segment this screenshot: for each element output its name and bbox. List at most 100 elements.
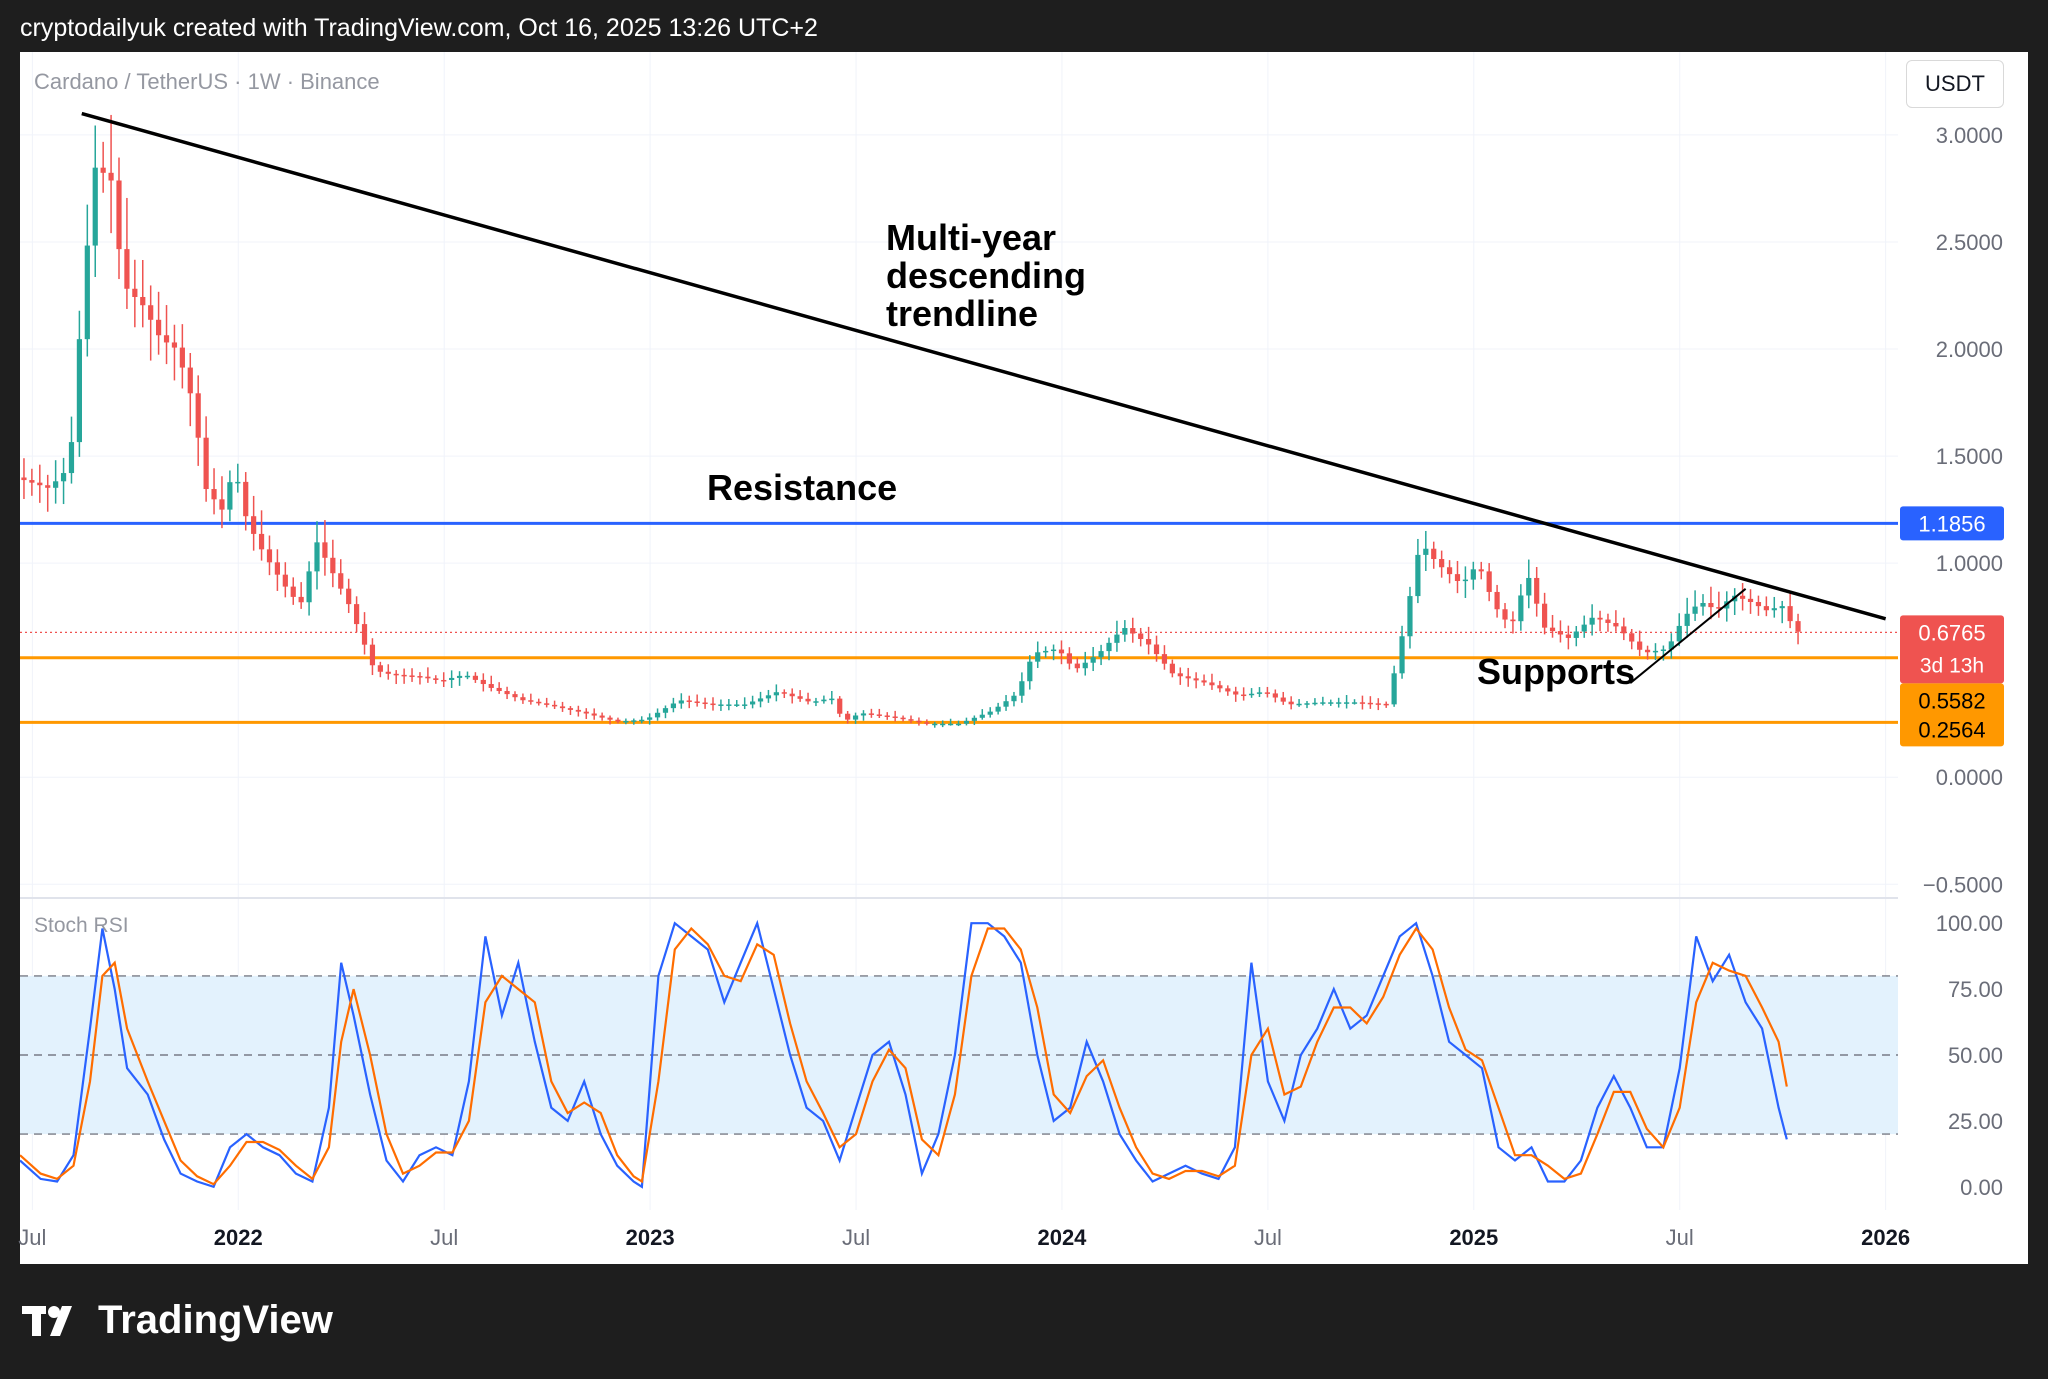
candle-body: [829, 698, 835, 701]
candle-body: [92, 167, 98, 246]
candle-body: [813, 701, 819, 703]
candle-body: [1138, 633, 1144, 640]
candle-body: [1161, 654, 1168, 664]
price-tick-label: 2.5000: [1936, 230, 2003, 255]
candle-body: [797, 696, 803, 699]
candle-body: [258, 533, 265, 550]
candle-body: [266, 549, 273, 563]
candle-body: [1177, 673, 1183, 677]
oscillator-axis[interactable]: 100.00 75.00 50.00 25.00 0.00: [1936, 911, 2003, 1200]
time-tick-label: Jul: [842, 1225, 870, 1250]
price-axis[interactable]: 3.0000 2.5000 2.0000 1.5000 1.0000 0.0000 −0.5…: [1923, 123, 2003, 897]
candle-body: [433, 678, 439, 680]
candle-body: [544, 703, 550, 705]
candle-body: [290, 586, 296, 597]
time-tick-label: 2025: [1449, 1225, 1498, 1250]
candle-body: [1621, 626, 1627, 634]
candle-body: [1027, 661, 1033, 682]
candle-body: [734, 704, 740, 706]
candle-body: [1700, 602, 1706, 607]
candle-body: [1771, 608, 1777, 611]
descending-trendline: [81, 111, 1887, 621]
time-axis[interactable]: Jul 2022 Jul 2023 Jul 2024 Jul 2025 Jul 2026: [18, 1225, 1910, 1250]
candle-body: [1074, 663, 1080, 669]
tradingview-logo: TradingView: [22, 1298, 333, 1343]
candle-body: [227, 482, 233, 510]
osc-tick-label: 0.00: [1960, 1175, 2003, 1200]
candle-body: [1106, 642, 1112, 652]
candle-body: [1692, 606, 1698, 614]
candle-body: [496, 687, 502, 692]
currency-button[interactable]: USDT: [1906, 60, 2004, 108]
last-price-badge-bg: [1900, 615, 2004, 684]
candle-body: [1660, 649, 1667, 651]
candle-body: [1169, 663, 1175, 674]
candle-body: [1431, 548, 1437, 560]
stoch-line-d: [20, 926, 1788, 1186]
time-tick-label: 2022: [214, 1225, 263, 1250]
supports-label: Supports: [1477, 651, 1635, 692]
candle-body: [1542, 603, 1548, 628]
candle-body: [876, 714, 882, 716]
candle-body: [654, 712, 661, 718]
candle-body: [1296, 703, 1302, 706]
candle-body: [1391, 673, 1397, 705]
candle-body: [647, 717, 653, 720]
candle-body: [124, 249, 130, 289]
candle-body: [1288, 701, 1294, 705]
candle-body: [662, 708, 669, 713]
candle-body: [908, 719, 914, 721]
candle-body: [1035, 652, 1041, 662]
candle-body: [512, 694, 518, 698]
candle-body: [892, 716, 898, 719]
candle-body: [338, 573, 344, 589]
time-tick-label: 2026: [1861, 1225, 1910, 1250]
symbol-line: Cardano / TetherUS · 1W · Binance: [34, 69, 380, 94]
candle-body: [1534, 577, 1540, 604]
candle-body: [1193, 678, 1199, 681]
candle-body: [750, 701, 756, 705]
candle-body: [1050, 649, 1057, 652]
candle-body: [1201, 680, 1207, 683]
trendline-label-line-1: Multi-year: [886, 217, 1056, 258]
candle-body: [369, 644, 376, 666]
candle-body: [1597, 617, 1603, 620]
candle-body: [900, 717, 906, 720]
candle-body: [781, 692, 787, 694]
trendlines: [81, 111, 1887, 684]
candle-body: [195, 393, 201, 438]
candle-body: [211, 489, 217, 500]
candle-body: [203, 437, 209, 490]
candle-body: [1375, 703, 1381, 705]
candle-body: [1581, 624, 1587, 632]
candle-body: [1478, 569, 1484, 572]
candle-body: [29, 480, 35, 483]
candle-body: [282, 574, 288, 587]
candle-body: [575, 709, 581, 712]
candle-body: [361, 624, 368, 645]
candle-body: [924, 722, 930, 724]
candle-body: [377, 665, 383, 672]
candle-body: [1637, 641, 1643, 650]
candle-body: [163, 335, 170, 343]
candle-body: [354, 604, 360, 625]
time-tick-label: 2023: [626, 1225, 675, 1250]
candle-body: [156, 319, 162, 336]
candle-body: [219, 499, 225, 510]
candle-body: [1415, 554, 1421, 597]
candle-body: [171, 342, 178, 348]
support-lower-badge: 0.2564: [1918, 717, 1985, 742]
candle-body: [322, 542, 328, 558]
candle-body: [583, 711, 589, 714]
resistance-badge-bg: [1900, 506, 2004, 541]
candle-body: [520, 697, 526, 701]
candle-body: [1795, 621, 1801, 632]
candle-body: [53, 481, 59, 488]
candle-body: [1122, 628, 1128, 635]
time-tick-label: Jul: [18, 1225, 46, 1250]
candle-body: [1058, 649, 1065, 654]
candle-body: [955, 723, 962, 726]
candle-body: [1272, 693, 1278, 698]
candle-body: [1233, 691, 1239, 695]
